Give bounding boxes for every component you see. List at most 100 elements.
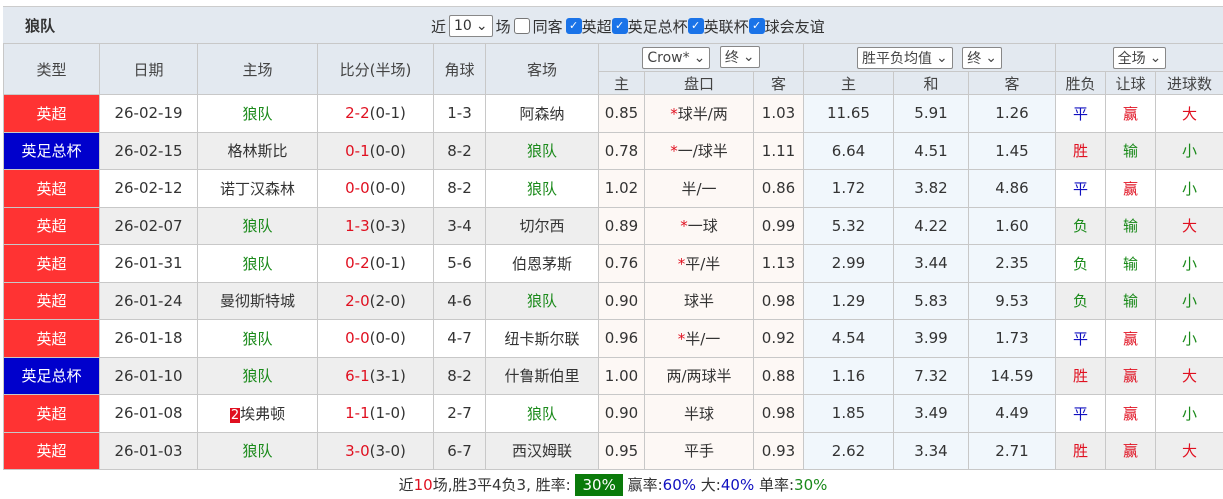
ah-line: 平手 — [683, 442, 714, 461]
league-cell[interactable]: 英足总杯 — [3, 356, 100, 395]
league-cell[interactable]: 英超 — [3, 394, 100, 433]
euro-home-odds: 2.62 — [803, 431, 894, 470]
league-cell[interactable]: 英超 — [3, 94, 100, 133]
sub-header: 主 — [803, 71, 894, 95]
odds-company-select[interactable]: Crow* ⌄ — [642, 47, 711, 69]
match-row[interactable]: 英足总杯 26-01-10 狼队 6-1(3-1) 8-2 什鲁斯伯里 1.00… — [3, 356, 1223, 395]
euro-draw-odds: 3.82 — [893, 169, 969, 208]
ah-line-cell: 球半 — [644, 281, 754, 320]
league-checkbox[interactable]: ✓ — [748, 18, 765, 34]
league-cell[interactable]: 英超 — [3, 206, 100, 245]
odds-stage-select[interactable]: 终 ⌄ — [719, 46, 760, 68]
date-cell: 26-01-18 — [99, 319, 198, 358]
away-team-cell[interactable]: 切尔西 — [485, 206, 599, 245]
league-cell[interactable]: 英超 — [3, 281, 100, 320]
match-row[interactable]: 英超 26-01-31 狼队 0-2(0-1) 5-6 伯恩茅斯 0.76 *平… — [3, 244, 1223, 283]
euro-draw-odds: 5.91 — [893, 94, 969, 133]
home-team[interactable]: 狼队 — [242, 104, 273, 123]
score-cell[interactable]: 2-0(2-0) — [317, 281, 434, 320]
date-cell: 26-02-07 — [99, 206, 198, 245]
away-team-cell[interactable]: 狼队 — [485, 394, 599, 433]
score-cell[interactable]: 0-0(0-0) — [317, 169, 434, 208]
match-row[interactable]: 英超 26-01-03 狼队 3-0(3-0) 6-7 西汉姆联 0.95 平手… — [3, 431, 1223, 470]
league-cell[interactable]: 英超 — [3, 244, 100, 283]
league-cell[interactable]: 英超 — [3, 431, 100, 470]
ah-away-odds: 0.98 — [753, 281, 804, 320]
ah-line-cell: *球半/两 — [644, 94, 754, 133]
result-cell: 平 — [1055, 319, 1106, 358]
score-cell[interactable]: 2-2(0-1) — [317, 94, 434, 133]
full-score: 2-2 — [345, 104, 370, 123]
home-team[interactable]: 狼队 — [242, 442, 273, 461]
match-row[interactable]: 英超 26-01-18 狼队 0-0(0-0) 4-7 纽卡斯尔联 0.96 *… — [3, 319, 1223, 358]
euro-away-odds: 4.86 — [968, 169, 1056, 208]
match-row[interactable]: 英超 26-02-12 诺丁汉森林 0-0(0-0) 8-2 狼队 1.02 半… — [3, 169, 1223, 208]
euro-home-odds: 1.72 — [803, 169, 894, 208]
league-checkbox[interactable]: ✓ — [687, 18, 704, 34]
sub-header: 客 — [968, 71, 1056, 95]
away-team-cell[interactable]: 狼队 — [485, 131, 599, 170]
score-cell[interactable]: 0-1(0-0) — [317, 131, 434, 170]
match-row[interactable]: 英超 26-02-07 狼队 1-3(0-3) 3-4 切尔西 0.89 *一球… — [3, 206, 1223, 245]
league-checkbox[interactable]: ✓ — [565, 18, 582, 34]
score-cell[interactable]: 0-0(0-0) — [317, 319, 434, 358]
league-cell[interactable]: 英足总杯 — [3, 131, 100, 170]
league-cell[interactable]: 英超 — [3, 319, 100, 358]
home-team-cell[interactable]: 狼队 — [197, 94, 318, 133]
home-team-cell[interactable]: 狼队 — [197, 356, 318, 395]
league-cell[interactable]: 英超 — [3, 169, 100, 208]
star-marker: * — [677, 254, 686, 273]
home-team[interactable]: 格林斯比 — [227, 142, 288, 161]
away-team-cell[interactable]: 伯恩茅斯 — [485, 244, 599, 283]
match-row[interactable]: 英超 26-01-24 曼彻斯特城 2-0(2-0) 4-6 狼队 0.90 球… — [3, 281, 1223, 320]
home-team-cell[interactable]: 狼队 — [197, 431, 318, 470]
score-cell[interactable]: 1-3(0-3) — [317, 206, 434, 245]
away-team-cell[interactable]: 什鲁斯伯里 — [485, 356, 599, 395]
euro-draw-odds: 3.49 — [893, 394, 969, 433]
home-team[interactable]: 狼队 — [242, 217, 273, 236]
result-cell: 平 — [1055, 169, 1106, 208]
score-cell[interactable]: 0-2(0-1) — [317, 244, 434, 283]
away-team-cell[interactable]: 阿森纳 — [485, 94, 599, 133]
goals-result-cell: 小 — [1154, 244, 1223, 283]
home-team[interactable]: 狼队 — [242, 367, 273, 386]
match-count-select[interactable]: 10 ⌄ — [449, 15, 493, 37]
ah-line: 球半/两 — [677, 104, 728, 123]
home-team-cell[interactable]: 曼彻斯特城 — [197, 281, 318, 320]
away-team-cell[interactable]: 狼队 — [485, 281, 599, 320]
half-score: (0-0) — [369, 141, 406, 160]
scope-select[interactable]: 全场 ⌄ — [1112, 46, 1167, 69]
ah-line: 半/一 — [685, 329, 721, 348]
home-team-cell[interactable]: 狼队 — [197, 319, 318, 358]
full-score: 1-1 — [345, 404, 370, 423]
home-team-cell[interactable]: 狼队 — [197, 244, 318, 283]
match-row[interactable]: 英超 26-01-08 2埃弗顿 1-1(1-0) 2-7 狼队 0.90 半球… — [3, 394, 1223, 433]
away-team-cell[interactable]: 西汉姆联 — [485, 431, 599, 470]
league-checkbox[interactable]: ✓ — [611, 18, 628, 34]
match-row[interactable]: 英超 26-02-19 狼队 2-2(0-1) 1-3 阿森纳 0.85 *球半… — [3, 94, 1223, 133]
date-cell: 26-01-03 — [99, 431, 198, 470]
home-team-cell[interactable]: 2埃弗顿 — [197, 394, 318, 433]
score-cell[interactable]: 3-0(3-0) — [317, 431, 434, 470]
home-team-cell[interactable]: 狼队 — [197, 206, 318, 245]
home-team[interactable]: 诺丁汉森林 — [219, 179, 295, 198]
ah-line: 两/两球半 — [666, 367, 732, 386]
away-team-cell[interactable]: 狼队 — [485, 169, 599, 208]
same-venue-checkbox[interactable] — [513, 18, 530, 34]
euro-stage-select[interactable]: 终 ⌄ — [962, 46, 1002, 69]
summary-text: 单率: — [758, 476, 795, 494]
home-team[interactable]: 曼彻斯特城 — [219, 292, 295, 311]
home-team[interactable]: 狼队 — [242, 329, 273, 348]
score-cell[interactable]: 6-1(3-1) — [317, 356, 434, 395]
euro-type-select[interactable]: 胜平负均值 ⌄ — [856, 46, 953, 69]
half-score: (0-1) — [369, 104, 406, 123]
home-team[interactable]: 埃弗顿 — [240, 404, 286, 423]
away-team-cell[interactable]: 纽卡斯尔联 — [485, 319, 599, 358]
date-cell: 26-01-08 — [99, 394, 198, 433]
home-team[interactable]: 狼队 — [242, 254, 273, 273]
match-row[interactable]: 英足总杯 26-02-15 格林斯比 0-1(0-0) 8-2 狼队 0.78 … — [3, 131, 1223, 170]
home-team-cell[interactable]: 格林斯比 — [197, 131, 318, 170]
ah-line-cell: *一/球半 — [644, 131, 754, 170]
score-cell[interactable]: 1-1(1-0) — [317, 394, 434, 433]
home-team-cell[interactable]: 诺丁汉森林 — [197, 169, 318, 208]
